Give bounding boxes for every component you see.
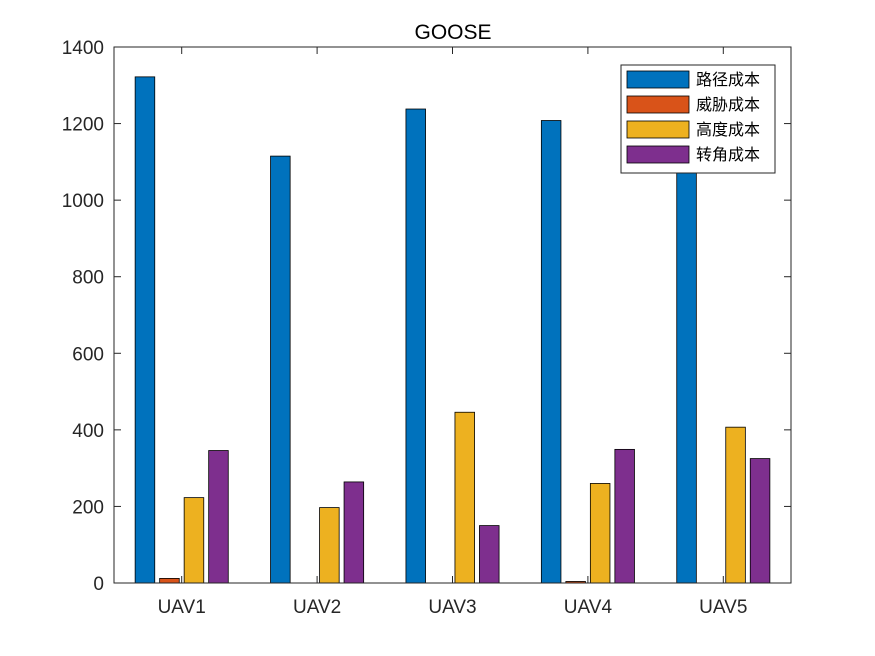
y-tick-label: 1400 (62, 38, 104, 59)
y-tick-label: 1200 (62, 115, 104, 136)
y-tick-label: 600 (72, 344, 104, 365)
bar-uav1-series-4 (208, 450, 229, 584)
legend-label-4: 转角成本 (696, 145, 760, 164)
legend-label-1: 路径成本 (696, 70, 760, 89)
axes-layer: 0 200 400 600 800 1000 1200 1400 UAV1 UAV2 UAV3 UAV… (62, 38, 792, 618)
x-tick-label: UAV5 (699, 597, 747, 618)
bar-uav4-series-1 (540, 120, 562, 584)
x-tick-label: UAV4 (564, 597, 613, 618)
bar-uav3-series-3 (454, 411, 475, 584)
bar-uav4-series-3 (589, 483, 611, 584)
bar-uav2-series-1 (270, 155, 291, 584)
y-tick-label: 800 (72, 268, 104, 289)
y-tick-label: 1000 (62, 191, 104, 212)
x-tick-label: UAV1 (158, 597, 206, 618)
legend-label-3: 高度成本 (696, 120, 760, 139)
bars-layer (134, 76, 771, 584)
bar-uav4-series-4 (614, 448, 635, 584)
x-tick-label: UAV3 (428, 597, 476, 618)
legend-swatch-4 (626, 145, 690, 164)
bar-uav1-series-2 (159, 578, 180, 584)
bar-uav3-series-4 (479, 525, 500, 584)
bar-uav2-series-4 (343, 481, 365, 584)
bar-uav5-series-1 (676, 128, 697, 584)
y-tick-label: 200 (72, 497, 104, 518)
bar-uav1-series-1 (134, 76, 156, 584)
y-tick-label: 400 (72, 421, 104, 442)
bar-uav2-series-3 (319, 507, 340, 584)
legend-swatch-3 (626, 120, 690, 139)
chart-title: GOOSE (414, 21, 491, 44)
bar-uav5-series-4 (749, 458, 771, 584)
bar-uav5-series-3 (725, 426, 746, 584)
x-tick-label: UAV2 (293, 597, 341, 618)
legend-label-2: 威胁成本 (696, 95, 760, 114)
legend-swatch-1 (626, 70, 690, 89)
y-tick-label: 0 (93, 574, 104, 595)
legend-swatch-2 (626, 95, 690, 114)
bar-uav3-series-1 (405, 108, 426, 584)
bar-uav1-series-3 (183, 497, 205, 584)
